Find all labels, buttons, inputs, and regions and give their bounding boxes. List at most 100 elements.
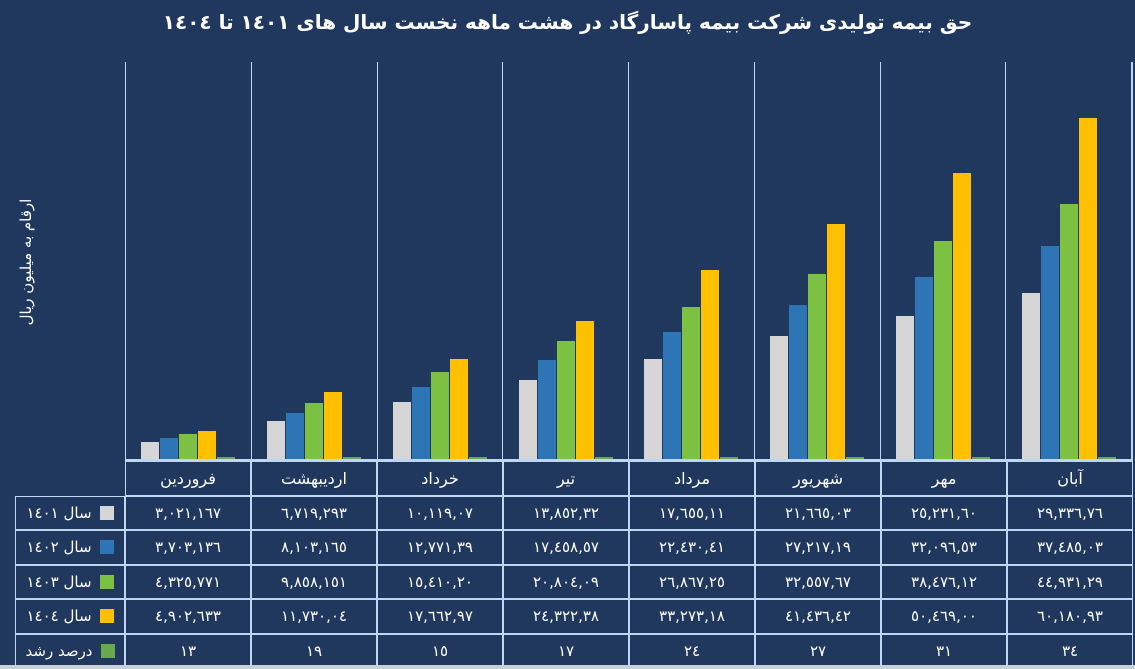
growth-cell: ١٩	[251, 633, 377, 668]
bar-series-3	[1078, 118, 1097, 459]
bar-series-1	[789, 305, 808, 459]
bar-series-1	[663, 332, 682, 459]
value-cell: ٣,٧٠٣,١٣٦	[125, 530, 251, 565]
value-cell: ١٧,٦٦٢,٩٧	[377, 599, 503, 634]
bar-series-0	[644, 359, 663, 459]
value-cell: ١١,٧٣٠,٠٤	[251, 599, 377, 634]
legend-label: درصد رشد	[25, 641, 93, 660]
value-cell: ١٣,٨٥٢,٣٢	[503, 495, 629, 530]
table-corner	[15, 461, 125, 496]
month-column-2	[378, 62, 504, 459]
plot-area	[125, 62, 1133, 461]
bar-series-2	[430, 372, 449, 459]
value-cell: ٣,٠٢١,١٦٧	[125, 495, 251, 530]
value-cell: ٦٠,١٨٠,٩٣	[1007, 599, 1133, 634]
bar-series-1	[160, 438, 179, 459]
bar-series-0	[141, 442, 160, 459]
growth-cell: ١٧	[503, 633, 629, 668]
bar-series-0	[267, 421, 286, 459]
month-column-4	[629, 62, 755, 459]
bottom-strip	[0, 665, 1135, 669]
bar-series-2	[556, 341, 575, 459]
growth-cell: ١٣	[125, 633, 251, 668]
bar-series-3	[198, 431, 217, 459]
value-cell: ٤١,٤٣٦,٤٢	[755, 599, 881, 634]
legend-label: سال ١٤٠٤	[26, 607, 92, 626]
growth-bar	[971, 457, 990, 459]
y-axis-label: ارقام به میلیون ریال	[17, 198, 35, 326]
month-header-2: خرداد	[377, 461, 503, 496]
month-header-7: آبان	[1007, 461, 1133, 496]
bar-series-1	[914, 277, 933, 459]
month-header-0: فروردین	[125, 461, 251, 496]
bar-series-0	[895, 316, 914, 459]
value-cell: ٢٦,٨٦٧,٢٥	[629, 564, 755, 599]
month-column-5	[755, 62, 881, 459]
growth-bar	[594, 457, 613, 459]
bar-series-1	[411, 387, 430, 459]
bar-series-0	[1021, 293, 1040, 459]
value-cell: ٨,١٠٣,١٦٥	[251, 530, 377, 565]
bar-series-3	[701, 270, 720, 459]
bar-series-2	[933, 241, 952, 459]
bar-series-3	[827, 224, 846, 459]
month-header-4: مرداد	[629, 461, 755, 496]
growth-cell: ٢٤	[629, 633, 755, 668]
value-cell: ٢٠,٨٠٤,٠٩	[503, 564, 629, 599]
legend-label: سال ١٤٠٣	[26, 572, 92, 591]
bar-series-3	[449, 359, 468, 459]
bar-series-0	[392, 402, 411, 459]
month-header-5: شهریور	[755, 461, 881, 496]
value-cell: ١٧,٤٥٨,٥٧	[503, 530, 629, 565]
value-cell: ١٢,٧٧١,٣٩	[377, 530, 503, 565]
month-column-6	[881, 62, 1007, 459]
value-cell: ١٥,٤١٠,٢٠	[377, 564, 503, 599]
growth-bar	[720, 457, 739, 459]
growth-swatch	[100, 643, 115, 658]
month-column-3	[503, 62, 629, 459]
growth-cell: ٣١	[881, 633, 1007, 668]
legend-series-1: سال ١٤٠٢	[15, 530, 125, 565]
value-cell: ٥٠,٤٦٩,٠٠	[881, 599, 1007, 634]
value-cell: ٤,٩٠٢,٦٣٣	[125, 599, 251, 634]
value-cell: ٢٢,٤٣٠,٤١	[629, 530, 755, 565]
series-swatch-3	[99, 609, 114, 624]
growth-bar	[217, 457, 236, 459]
value-cell: ١٧,٦٥٥,١١	[629, 495, 755, 530]
bar-series-3	[575, 321, 594, 459]
value-cell: ١٠,١١٩,٠٧	[377, 495, 503, 530]
legend-series-3: سال ١٤٠٤	[15, 599, 125, 634]
growth-bar	[1097, 457, 1116, 459]
legend-label: سال ١٤٠١	[26, 503, 92, 522]
value-cell: ٩,٨٥٨,١٥١	[251, 564, 377, 599]
value-cell: ٢٤,٣٢٢,٣٨	[503, 599, 629, 634]
month-header-6: مهر	[881, 461, 1007, 496]
series-swatch-1	[99, 540, 114, 555]
legend-series-2: سال ١٤٠٣	[15, 564, 125, 599]
month-column-0	[126, 62, 252, 459]
value-cell: ٤,٣٢٥,٧٧١	[125, 564, 251, 599]
chart-title: حق بیمه تولیدی شرکت بیمه پاسارگاد در هشت…	[162, 10, 973, 34]
value-cell: ٣٢,٥٥٧,٦٧	[755, 564, 881, 599]
value-cell: ٢٧,٢١٧,١٩	[755, 530, 881, 565]
bar-series-1	[537, 360, 556, 459]
bar-series-2	[808, 274, 827, 459]
month-column-1	[252, 62, 378, 459]
value-cell: ٣٨,٤٧٦,١٢	[881, 564, 1007, 599]
bar-series-0	[770, 336, 789, 459]
legend-label: سال ١٤٠٢	[26, 538, 92, 557]
growth-bar	[468, 457, 487, 459]
growth-cell: ٣٤	[1007, 633, 1133, 668]
month-column-7	[1006, 62, 1132, 459]
bar-series-1	[286, 413, 305, 459]
legend-series-0: سال ١٤٠١	[15, 495, 125, 530]
value-cell: ٢٥,٢٣١,٦٠	[881, 495, 1007, 530]
series-swatch-0	[99, 505, 114, 520]
bar-series-0	[518, 380, 537, 459]
legend-growth: درصد رشد	[15, 633, 125, 668]
value-cell: ٢١,٦٦٥,٠٣	[755, 495, 881, 530]
value-cell: ٣٧,٤٨٥,٠٣	[1007, 530, 1133, 565]
value-cell: ٤٤,٩٣١,٢٩	[1007, 564, 1133, 599]
value-cell: ٦,٧١٩,٢٩٣	[251, 495, 377, 530]
